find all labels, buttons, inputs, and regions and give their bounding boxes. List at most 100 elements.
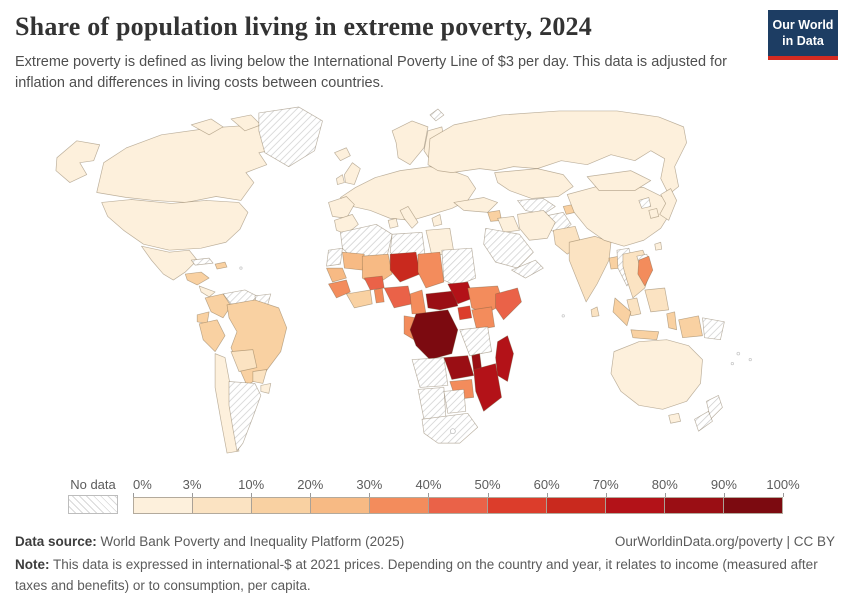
region-svalbard[interactable] <box>429 108 445 122</box>
region-iraq[interactable] <box>497 216 520 233</box>
legend-segment-90-100[interactable] <box>724 498 782 513</box>
region-western-sahara[interactable] <box>326 247 343 267</box>
region-usa[interactable] <box>101 199 249 251</box>
legend-tick-label-90%: 90% <box>710 477 737 492</box>
region-botswana[interactable] <box>443 389 467 414</box>
region-sumatra[interactable] <box>612 297 632 327</box>
region-uganda[interactable] <box>457 305 473 321</box>
region-papua-new-guinea[interactable] <box>702 317 725 341</box>
region-turkmenistan-uzbekistan[interactable] <box>517 198 556 215</box>
region-uruguay[interactable] <box>260 383 272 394</box>
legend-segment-70-80[interactable] <box>606 498 665 513</box>
legend-segment-30-40[interactable] <box>370 498 429 513</box>
region-iberia[interactable] <box>328 196 355 219</box>
region-greece[interactable] <box>431 214 443 227</box>
region-lesotho[interactable] <box>449 428 456 435</box>
region-new-zealand-south[interactable] <box>694 410 713 432</box>
legend-tickmark <box>251 493 253 497</box>
region-guinea[interactable] <box>328 279 351 299</box>
region-mexico[interactable] <box>141 245 198 281</box>
region-tasmania[interactable] <box>668 412 681 424</box>
region-angola[interactable] <box>411 357 449 388</box>
legend-segment-80-90[interactable] <box>665 498 724 513</box>
region-india[interactable] <box>568 235 612 303</box>
region-mozambique[interactable] <box>473 363 502 412</box>
region-morocco[interactable] <box>334 214 359 235</box>
region-costa-rica-panama[interactable] <box>198 285 216 298</box>
region-central-african-republic[interactable] <box>425 290 459 311</box>
legend-no-data[interactable]: No data <box>68 477 118 514</box>
region-sudan[interactable] <box>441 247 477 287</box>
region-canada-arctic[interactable] <box>190 118 224 136</box>
region-zambia[interactable] <box>443 355 475 380</box>
region-south-korea[interactable] <box>648 208 660 219</box>
legend-segment-50-60[interactable] <box>488 498 547 513</box>
island-speck <box>239 266 243 270</box>
region-cuba[interactable] <box>190 257 214 266</box>
legend-segment-10-20[interactable] <box>252 498 311 513</box>
region-canada[interactable] <box>96 124 287 203</box>
legend-segment-20-30[interactable] <box>311 498 370 513</box>
region-ethiopia[interactable] <box>467 285 504 315</box>
region-europe-mainland[interactable] <box>340 166 477 221</box>
legend-tick-label-3%: 3% <box>182 477 202 492</box>
region-guatemala-honduras[interactable] <box>184 271 210 286</box>
region-argentina[interactable] <box>228 381 262 452</box>
region-japan[interactable] <box>659 188 677 221</box>
region-chad[interactable] <box>417 251 445 289</box>
region-turkey[interactable] <box>453 197 498 213</box>
region-tanzania[interactable] <box>459 326 492 356</box>
region-philippines[interactable] <box>637 255 654 287</box>
legend-color-bar[interactable] <box>133 497 783 514</box>
region-malay-peninsula[interactable] <box>626 297 642 317</box>
region-kenya[interactable] <box>471 306 495 331</box>
legend-tick-label-0%: 0% <box>133 477 152 492</box>
region-scandinavia[interactable] <box>391 120 429 166</box>
region-kazakhstan[interactable] <box>494 168 574 199</box>
region-united-kingdom[interactable] <box>344 162 361 185</box>
region-alaska[interactable] <box>55 140 101 183</box>
region-benin-togo[interactable] <box>373 287 385 304</box>
region-sri-lanka[interactable] <box>590 306 600 318</box>
owid-logo-line1: Our World <box>772 18 834 32</box>
region-java[interactable] <box>630 329 660 341</box>
region-yemen-oman[interactable] <box>511 259 544 279</box>
region-cameroon[interactable] <box>409 289 427 315</box>
region-italy[interactable] <box>399 206 419 229</box>
region-ireland[interactable] <box>336 174 345 185</box>
region-taiwan[interactable] <box>654 241 663 251</box>
region-russia[interactable] <box>427 110 687 195</box>
region-nigeria[interactable] <box>383 285 413 309</box>
region-mauritania[interactable] <box>342 251 365 271</box>
region-paraguay[interactable] <box>252 369 268 384</box>
owid-logo[interactable]: Our World in Data <box>768 10 838 60</box>
region-sulawesi[interactable] <box>666 311 677 331</box>
region-north-korea[interactable] <box>638 197 652 209</box>
legend-segment-0-3[interactable] <box>134 498 193 513</box>
region-borneo[interactable] <box>644 287 670 313</box>
region-cote-divoire-ghana[interactable] <box>346 289 373 309</box>
legend-segment-3-10[interactable] <box>193 498 252 513</box>
region-iceland[interactable] <box>334 147 351 162</box>
region-niger[interactable] <box>389 251 421 283</box>
region-drc[interactable] <box>409 309 459 360</box>
region-somalia[interactable] <box>495 287 522 321</box>
region-peru[interactable] <box>198 319 226 352</box>
region-hispaniola[interactable] <box>214 261 228 270</box>
region-australia[interactable] <box>610 339 703 410</box>
region-greenland[interactable] <box>258 106 323 167</box>
region-tunisia[interactable] <box>387 218 399 229</box>
owid-link[interactable]: OurWorldinData.org/poverty <box>614 534 783 549</box>
region-iran[interactable] <box>517 210 556 241</box>
region-senegal[interactable] <box>326 267 347 283</box>
region-mongolia[interactable] <box>586 170 652 191</box>
region-bolivia[interactable] <box>230 349 258 372</box>
legend-segment-60-70[interactable] <box>547 498 606 513</box>
region-namibia[interactable] <box>417 387 447 420</box>
region-west-papua[interactable] <box>678 315 703 339</box>
region-madagascar[interactable] <box>495 335 514 382</box>
legend-no-data-swatch[interactable] <box>68 495 118 514</box>
region-colombia[interactable] <box>204 293 232 319</box>
legend-segment-40-50[interactable] <box>429 498 488 513</box>
region-south-africa[interactable] <box>421 412 479 444</box>
